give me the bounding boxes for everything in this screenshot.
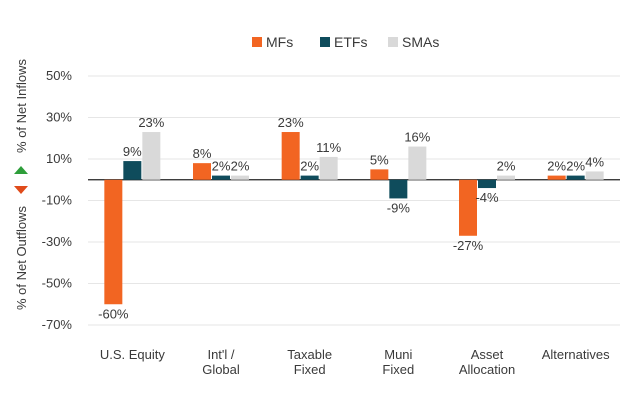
bar-smas [231, 175, 249, 180]
bar-mfs [547, 175, 566, 180]
category-label: Fixed [294, 362, 326, 377]
category-label: Global [202, 362, 240, 377]
y-tick-label: -10% [42, 193, 73, 208]
y-label-outflows: % of Net Outflows [14, 205, 29, 310]
data-label: 9% [123, 144, 142, 159]
category-label: Int'l / [207, 347, 234, 362]
data-label: -4% [475, 190, 499, 205]
category-labels: U.S. Equity Int'l /GlobalTaxableFixedMuni… [100, 347, 610, 377]
bar-smas [319, 156, 338, 180]
bar-mfs [459, 179, 477, 236]
bar-etfs [300, 175, 319, 180]
legend-label: MFs [266, 34, 293, 50]
data-label: 5% [370, 152, 389, 167]
bar-mfs [370, 169, 389, 180]
data-label: 2% [566, 159, 585, 174]
data-label: 23% [138, 115, 164, 130]
legend-label: SMAs [402, 34, 439, 50]
data-label: -27% [453, 238, 484, 253]
category-label: Alternatives [542, 347, 610, 362]
data-labels: -60%9%23%8%2% 2%23%2%11%5%-9%16%-27%-4%2%… [98, 115, 604, 321]
bars [104, 132, 604, 305]
data-label: 2% [212, 159, 231, 174]
y-axis-ticks: 50% 30% 10% -10% -30% -50% -70% [42, 68, 73, 332]
data-label: 4% [585, 154, 604, 169]
bar-mfs [281, 132, 300, 180]
bar-etfs [566, 175, 585, 180]
y-tick-label: 50% [46, 68, 72, 83]
bar-etfs [123, 161, 142, 180]
category-label: Allocation [459, 362, 515, 377]
bar-smas [497, 175, 515, 180]
data-label: 2% [231, 159, 250, 174]
category-label: U.S. Equity [100, 347, 166, 362]
legend-swatch-etfs [320, 37, 330, 47]
legend-label: ETFs [334, 34, 367, 50]
category-label: Asset [471, 347, 504, 362]
legend: MFs ETFs SMAs [252, 34, 439, 50]
bar-mfs [104, 179, 123, 305]
bar-smas [585, 171, 604, 180]
gridlines [88, 75, 620, 326]
bar-smas [408, 146, 427, 180]
inflow-arrow-icon [14, 166, 28, 174]
data-label: 2% [300, 159, 319, 174]
y-label-inflows: % of Net Inflows [14, 59, 29, 153]
category-label: Muni [384, 347, 412, 362]
data-label: 11% [316, 140, 341, 155]
data-label: 2% [497, 159, 516, 174]
bar-etfs [212, 175, 230, 180]
category-label: Fixed [382, 362, 414, 377]
legend-swatch-mfs [252, 37, 262, 47]
bar-etfs [389, 179, 408, 199]
y-tick-label: -50% [42, 276, 73, 291]
y-tick-label: 30% [46, 110, 72, 125]
legend-swatch-smas [388, 37, 398, 47]
y-tick-label: -30% [42, 234, 73, 249]
data-label: 2% [547, 159, 566, 174]
bar-smas [142, 132, 161, 180]
data-label: 8% [193, 146, 212, 161]
outflow-arrow-icon [14, 186, 28, 194]
data-label: -60% [98, 306, 129, 321]
data-label: 16% [404, 130, 430, 145]
bar-etfs [478, 179, 496, 189]
bar-mfs [193, 163, 211, 180]
data-label: 23% [278, 115, 304, 130]
y-tick-label: -70% [42, 317, 73, 332]
y-tick-label: 10% [46, 151, 72, 166]
data-label: -9% [387, 200, 411, 215]
category-label: Taxable [287, 347, 332, 362]
y-axis-labels: % of Net Inflows % of Net Outflows [14, 59, 29, 310]
